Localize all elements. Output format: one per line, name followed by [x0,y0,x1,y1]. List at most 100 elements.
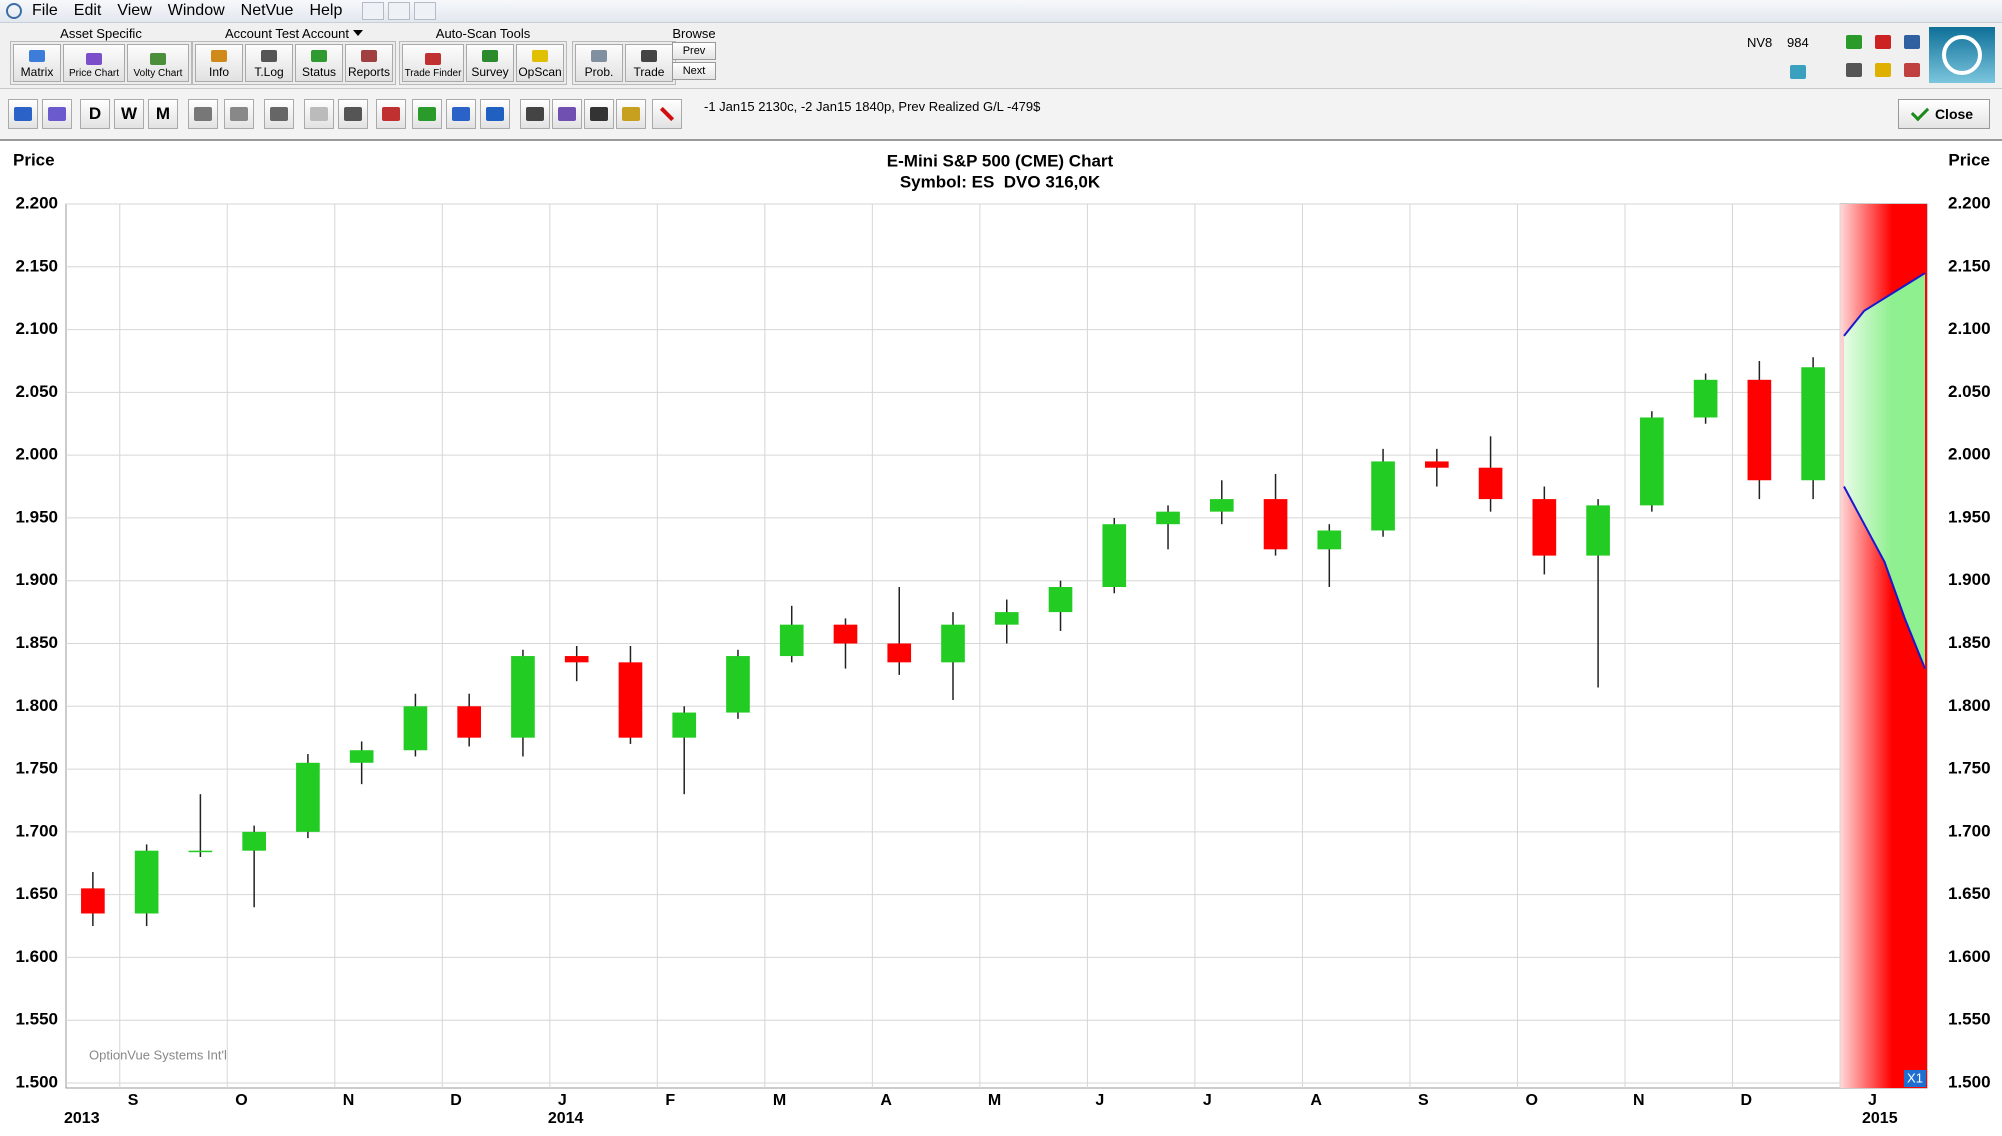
candle-body [1263,499,1288,550]
chart-tool-button[interactable] [338,99,368,129]
zoom-label: X1 [1907,1070,1923,1085]
x-tick-label: D [450,1092,462,1109]
toolbar-button[interactable]: Info [195,44,243,82]
menu-item[interactable]: File [32,2,58,19]
status-icon[interactable] [1904,63,1920,77]
button-icon [86,53,102,65]
tool-icon [270,107,288,121]
candle-body [618,662,643,738]
zoom-box [1904,1070,1926,1087]
status-icon[interactable] [1904,35,1920,49]
toolbar-button[interactable]: T.Log [245,44,293,82]
toolbar-group: Auto-Scan Tools Trade Finder Survey OpScan [399,25,567,85]
chart-tool-button[interactable] [616,99,646,129]
y-tick-label-right: 1.750 [1948,759,1991,778]
candle-body [1102,524,1127,587]
toolbar-button[interactable]: Matrix [13,44,61,82]
chart-tool-button[interactable]: M [148,99,178,129]
y-tick-label-right: 1.850 [1948,633,1991,652]
x-tick-label: J [1868,1092,1877,1109]
y-tick-label: 1.950 [15,507,58,526]
cone-upper-line [1843,272,1926,337]
x-tick-label: D [1740,1092,1752,1109]
y-tick-label: 1.550 [15,1010,58,1029]
button-icon [532,50,548,62]
dropdown-arrow[interactable] [353,30,364,36]
chart-tool-button[interactable] [224,99,254,129]
toolbar-button[interactable]: Survey [466,44,514,82]
chart-tool-button[interactable] [480,99,510,129]
menu-item[interactable]: View [117,2,152,19]
candle-body [188,850,213,853]
toolbar-group: Account Test Account Info T.Log Status Repor… [192,25,396,85]
chart-tool-button[interactable] [520,99,550,129]
menu-item[interactable]: NetVue [240,2,294,19]
group-label: Auto-Scan Tools [399,25,567,41]
browse-button[interactable]: Next [672,62,716,80]
candle-body [403,706,428,751]
logo-ring [1942,35,1982,75]
status-icon[interactable] [1790,65,1806,79]
close-window-button[interactable] [414,2,437,20]
candle-body [1586,505,1610,556]
account-label: NV8 [1747,35,1773,50]
plot-area [65,203,1928,1089]
status-icon[interactable] [1846,35,1862,49]
candle-body [511,656,535,738]
tool-icon [344,107,362,121]
y-tick-label: 1.900 [15,570,58,589]
button-row: Matrix Price Chart Volty Chart [10,41,192,85]
chart-tool-button[interactable] [446,99,476,129]
chart-tool-button[interactable] [8,99,38,129]
delete-icon [659,106,675,122]
toolbar-button[interactable]: Trade Finder [402,44,464,82]
browse-button[interactable]: Prev [672,42,716,60]
menu-item[interactable]: Edit [73,2,102,19]
chart-tool-button[interactable] [552,99,582,129]
group-label: Account Test Account [192,25,396,41]
button-icon [361,50,377,62]
toolbar-button[interactable]: Status [295,44,343,82]
chart-tool-button[interactable] [42,99,72,129]
toolbar-button[interactable]: Prob. [575,44,623,82]
y-tick-label: 2.050 [15,382,58,401]
group-label-text[interactable]: Account Test Account [224,25,350,41]
close-button[interactable]: Close [1898,99,1990,129]
x-tick-label: O [1525,1092,1537,1109]
toolbar-button[interactable]: OpScan [516,44,564,82]
y-tick-label: 1.700 [15,821,58,840]
button-label: Price Chart [68,68,119,79]
menu-item[interactable]: Help [309,2,343,19]
y-tick-label-right: 2.200 [1948,193,1991,212]
button-label: Reports [347,65,391,79]
chart-tool-button[interactable] [304,99,334,129]
minimize-button[interactable] [362,2,385,20]
status-icon[interactable] [1875,63,1891,77]
chart-tool-button[interactable] [412,99,442,129]
x-tick-label: S [128,1092,139,1109]
chart-tool-button[interactable] [584,99,614,129]
y-tick-label-right: 1.600 [1948,947,1991,966]
restore-button[interactable] [388,2,411,20]
toolbar-button[interactable]: Price Chart [63,44,125,82]
delete-button[interactable] [652,99,682,129]
menu-item[interactable]: Window [167,2,225,19]
button-label: Status [301,65,337,79]
toolbar-button[interactable]: Trade [625,44,673,82]
button-label: Matrix [20,65,54,79]
tool-icon [486,107,504,121]
button-row: Prob. Trade [572,41,676,85]
tool-icon [558,107,576,121]
chart-tool-button[interactable]: W [114,99,144,129]
chart-tool-button[interactable] [264,99,294,129]
status-icon[interactable] [1875,35,1891,49]
chart-tool-button[interactable]: D [80,99,110,129]
x-tick-label: N [1633,1092,1645,1109]
candle-body [941,624,965,663]
status-icon[interactable] [1846,63,1862,77]
chart-tool-button[interactable] [188,99,218,129]
chart-tool-button[interactable] [376,99,406,129]
toolbar-button[interactable]: Volty Chart [127,44,189,82]
toolbar-button[interactable]: Reports [345,44,393,82]
candle-body [994,612,1019,625]
